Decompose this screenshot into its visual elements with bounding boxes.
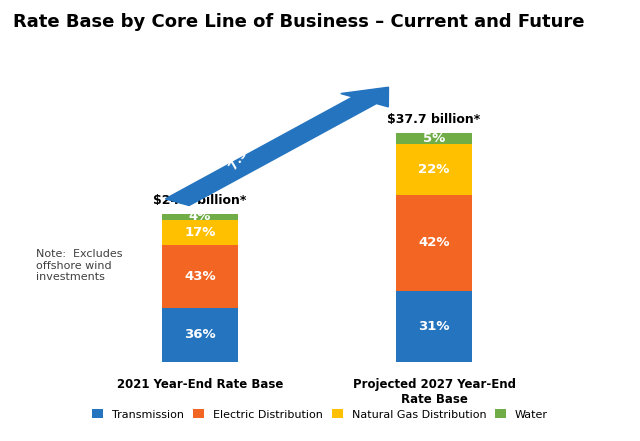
Text: 42%: 42% bbox=[419, 236, 450, 249]
Bar bbox=[162, 213, 238, 220]
Text: 17%: 17% bbox=[184, 226, 216, 239]
Text: Rate Base by Core Line of Business – Current and Future: Rate Base by Core Line of Business – Cur… bbox=[13, 13, 584, 31]
Text: Projected 2027 Year-End
Rate Base: Projected 2027 Year-End Rate Base bbox=[353, 377, 516, 406]
Bar bbox=[162, 308, 238, 362]
FancyArrow shape bbox=[165, 87, 388, 206]
Text: 43%: 43% bbox=[184, 270, 216, 283]
Text: 36%: 36% bbox=[184, 329, 216, 341]
Bar bbox=[162, 245, 238, 308]
Bar bbox=[162, 220, 238, 245]
Text: 7.5% CAGR: 7.5% CAGR bbox=[227, 102, 284, 173]
Bar bbox=[396, 133, 472, 144]
Bar bbox=[396, 144, 472, 194]
Text: $37.7 billion*: $37.7 billion* bbox=[387, 113, 481, 126]
Bar bbox=[396, 194, 472, 291]
Text: 31%: 31% bbox=[419, 320, 450, 333]
Text: 4%: 4% bbox=[189, 210, 211, 223]
Bar bbox=[396, 291, 472, 362]
Text: 5%: 5% bbox=[423, 132, 445, 145]
Text: $24.4 billion*: $24.4 billion* bbox=[154, 194, 247, 207]
Legend: Transmission, Electric Distribution, Natural Gas Distribution, Water: Transmission, Electric Distribution, Nat… bbox=[88, 405, 552, 424]
Text: 22%: 22% bbox=[419, 163, 450, 176]
Text: 2021 Year-End Rate Base: 2021 Year-End Rate Base bbox=[117, 377, 284, 391]
Text: Note:  Excludes
offshore wind
investments: Note: Excludes offshore wind investments bbox=[36, 249, 123, 282]
